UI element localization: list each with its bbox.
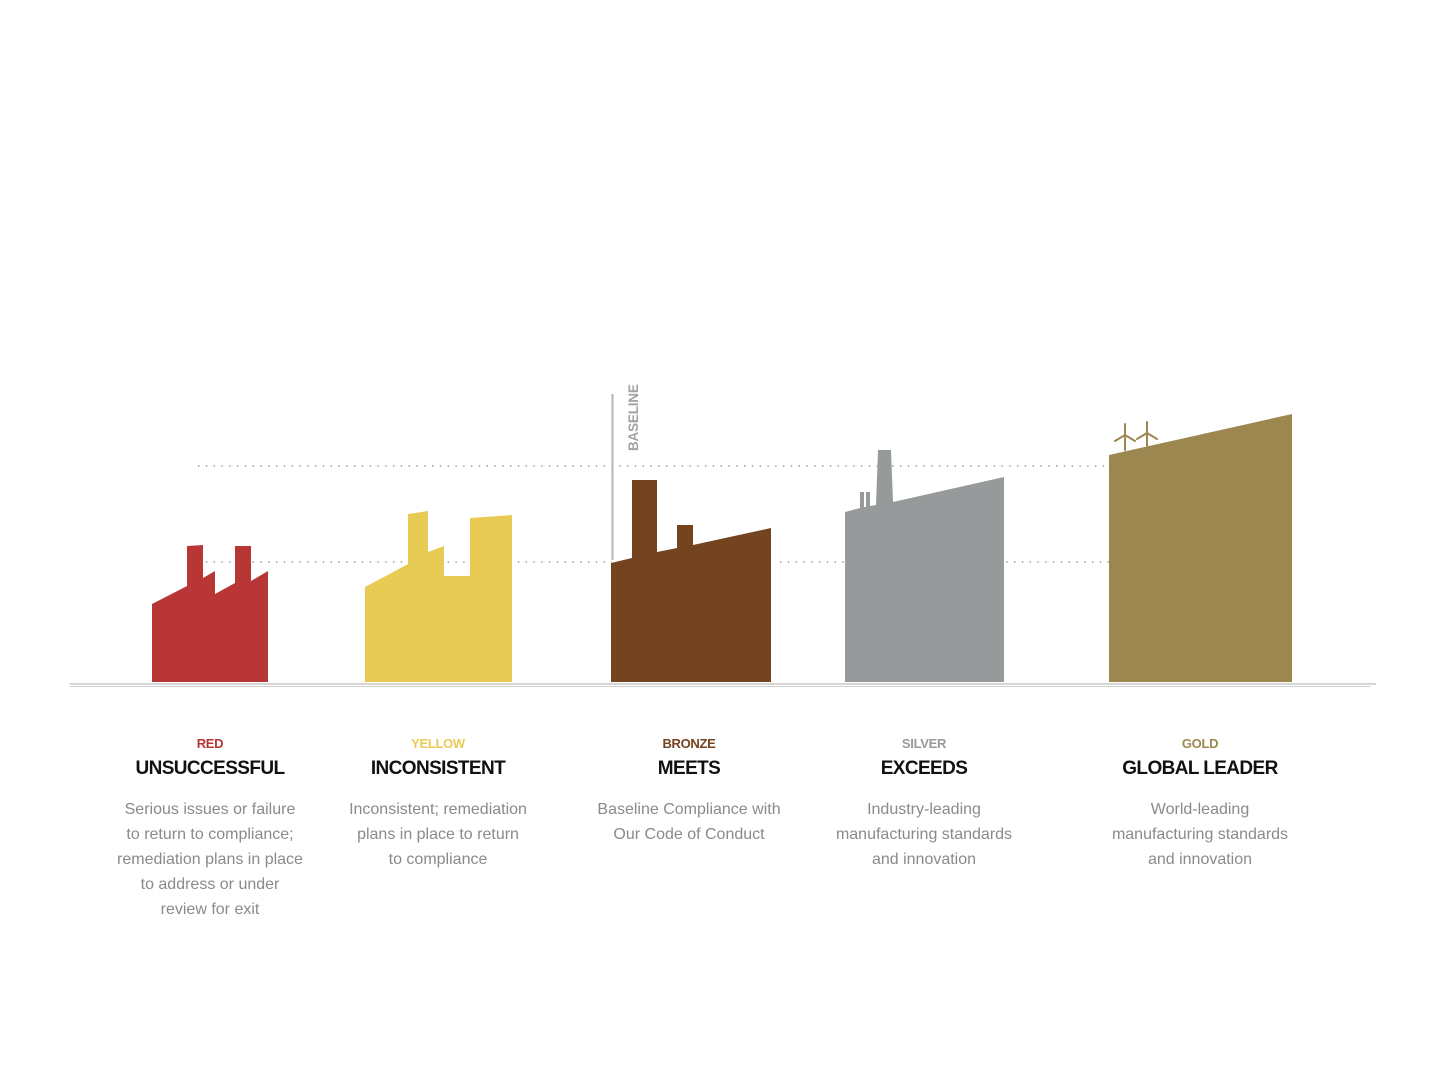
tier-description: World-leading manufacturing standards an… (1112, 797, 1288, 872)
description-line: to address or under (140, 876, 280, 893)
tier-silver: SILVER EXCEEDS Industry-leading manufact… (836, 734, 1012, 872)
gold-factory-icon (1109, 414, 1292, 682)
silver-factory-icon (845, 450, 1004, 682)
description-line: Baseline Compliance with (597, 801, 781, 818)
description-line: to compliance (388, 851, 488, 868)
description-line: and innovation (871, 851, 977, 868)
tier-red: RED UNSUCCESSFUL Serious issues or failu… (117, 734, 303, 922)
tier-description: Baseline Compliance with Our Code of Con… (597, 797, 780, 847)
description-line: to return to compliance; (126, 826, 294, 843)
tier-description: Inconsistent; remediation plans in place… (349, 797, 527, 872)
description-line: Industry-leading (867, 801, 981, 818)
tier-title: MEETS (657, 758, 721, 779)
tier-level-label: RED (196, 736, 224, 751)
tier-yellow: YELLOW INCONSISTENT Inconsistent; remedi… (349, 734, 527, 872)
yellow-factory-icon (365, 511, 512, 682)
tier-title: GLOBAL LEADER (1122, 758, 1278, 779)
description-line: Inconsistent; remediation (349, 801, 527, 818)
description-line: and innovation (1147, 851, 1253, 868)
description-line: manufacturing standards (835, 826, 1013, 843)
bronze-factory-icon (611, 480, 771, 682)
tier-level-label: BRONZE (662, 736, 716, 751)
wind-turbine-icon (1136, 421, 1158, 447)
baseline-label: BASELINE (626, 384, 641, 451)
tier-title: EXCEEDS (880, 758, 968, 779)
tier-description: Serious issues or failure to return to c… (117, 797, 303, 922)
tier-gold: GOLD GLOBAL LEADER World-leading manufac… (1112, 734, 1288, 872)
tier-title: UNSUCCESSFUL (135, 758, 285, 779)
tier-level-label: YELLOW (411, 736, 465, 751)
description-line: review for exit (160, 901, 260, 918)
description-line: Serious issues or failure (124, 801, 296, 818)
description-line: manufacturing standards (1111, 826, 1289, 843)
description-line: remediation plans in place (117, 851, 303, 868)
tier-level-label: GOLD (1181, 736, 1219, 751)
tier-description: Industry-leading manufacturing standards… (836, 797, 1012, 872)
description-line: Our Code of Conduct (613, 826, 765, 843)
description-line: plans in place to return (357, 826, 519, 843)
red-factory-icon (152, 545, 268, 682)
description-line: World-leading (1150, 801, 1250, 818)
wind-turbine-icon (1114, 423, 1136, 451)
tier-bronze: BRONZE MEETS Baseline Compliance with Ou… (597, 734, 780, 847)
tier-title: INCONSISTENT (370, 758, 506, 779)
tier-level-label: SILVER (901, 736, 947, 751)
